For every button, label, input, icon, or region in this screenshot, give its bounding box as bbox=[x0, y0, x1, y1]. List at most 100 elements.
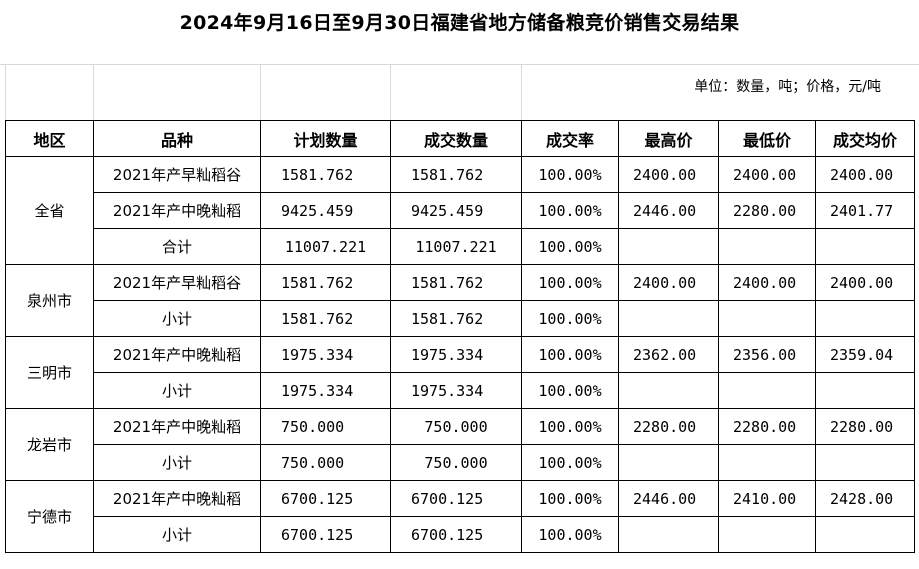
deal-rate-cell: 100.00% bbox=[521, 336, 619, 373]
header-plan-qty: 计划数量 bbox=[260, 120, 391, 157]
plan-qty-cell: 750.000 bbox=[260, 444, 391, 481]
header-region: 地区 bbox=[5, 120, 94, 157]
sheet-gridline bbox=[260, 64, 261, 120]
plan-qty-cell: 1581.762 bbox=[260, 156, 391, 193]
plan-qty-cell: 1975.334 bbox=[260, 336, 391, 373]
table-row: 龙岩市 2021年产中晚籼稻 750.000 750.000 100.00% 2… bbox=[5, 408, 915, 481]
variety-cell: 2021年产中晚籼稻 bbox=[93, 408, 261, 445]
max-price-cell: 2446.00 bbox=[618, 192, 719, 229]
min-price-cell: 2280.00 bbox=[718, 408, 816, 445]
min-price-cell: 2400.00 bbox=[718, 156, 816, 193]
variety-cell: 2021年产中晚籼稻 bbox=[93, 480, 261, 517]
plan-qty-cell: 750.000 bbox=[260, 408, 391, 445]
table-row: 小计 1581.762 1581.762 100.00% bbox=[6, 300, 915, 337]
deal-qty-cell: 6700.125 bbox=[390, 480, 522, 517]
max-price-cell: 2400.00 bbox=[618, 156, 719, 193]
avg-price-cell: 2401.77 bbox=[815, 192, 915, 229]
variety-cell: 合计 bbox=[93, 228, 261, 265]
header-min-price: 最低价 bbox=[718, 120, 816, 157]
variety-cell: 2021年产中晚籼稻 bbox=[93, 192, 261, 229]
deal-qty-cell: 1975.334 bbox=[390, 372, 522, 409]
min-price-cell bbox=[718, 372, 816, 409]
plan-qty-cell: 9425.459 bbox=[260, 192, 391, 229]
table-row: 小计 1975.334 1975.334 100.00% bbox=[6, 372, 915, 409]
page-title: 2024年9月16日至9月30日福建省地方储备粮竞价销售交易结果 bbox=[179, 11, 740, 34]
max-price-cell: 2400.00 bbox=[618, 264, 719, 301]
deal-qty-cell: 9425.459 bbox=[390, 192, 522, 229]
max-price-cell bbox=[618, 228, 719, 265]
sheet-gridline bbox=[93, 64, 94, 120]
min-price-cell: 2280.00 bbox=[718, 192, 816, 229]
header-deal-qty: 成交数量 bbox=[390, 120, 522, 157]
variety-cell: 小计 bbox=[93, 444, 261, 481]
deal-rate-cell: 100.00% bbox=[521, 156, 619, 193]
deal-rate-cell: 100.00% bbox=[521, 228, 619, 265]
avg-price-cell bbox=[815, 516, 915, 553]
header-avg-price: 成交均价 bbox=[815, 120, 915, 157]
plan-qty-cell: 6700.125 bbox=[260, 480, 391, 517]
header-variety: 品种 bbox=[93, 120, 261, 157]
avg-price-cell bbox=[815, 444, 915, 481]
max-price-cell bbox=[618, 300, 719, 337]
deal-rate-cell: 100.00% bbox=[521, 192, 619, 229]
avg-price-cell: 2400.00 bbox=[815, 264, 915, 301]
unit-note: 单位：数量，吨；价格，元/吨 bbox=[694, 79, 881, 95]
sheet-gridline bbox=[390, 64, 391, 120]
region-cell: 泉州市 bbox=[5, 264, 94, 337]
max-price-cell: 2280.00 bbox=[618, 408, 719, 445]
table-row: 合计 11007.221 11007.221 100.00% bbox=[6, 228, 915, 265]
avg-price-cell: 2400.00 bbox=[815, 156, 915, 193]
variety-cell: 小计 bbox=[93, 372, 261, 409]
max-price-cell: 2446.00 bbox=[618, 480, 719, 517]
header-row: 地区 品种 计划数量 成交数量 成交率 最高价 最低价 成交均价 bbox=[5, 120, 915, 157]
avg-price-cell bbox=[815, 228, 915, 265]
min-price-cell bbox=[718, 300, 816, 337]
deal-rate-cell: 100.00% bbox=[521, 264, 619, 301]
table-row: 小计 6700.125 6700.125 100.00% bbox=[6, 516, 915, 553]
deal-qty-cell: 11007.221 bbox=[390, 228, 522, 265]
header-deal-rate: 成交率 bbox=[521, 120, 619, 157]
deal-rate-cell: 100.00% bbox=[521, 372, 619, 409]
plan-qty-cell: 1975.334 bbox=[260, 372, 391, 409]
min-price-cell: 2400.00 bbox=[718, 264, 816, 301]
table-row: 泉州市 2021年产早籼稻谷 1581.762 1581.762 100.00%… bbox=[5, 264, 915, 337]
max-price-cell bbox=[618, 444, 719, 481]
plan-qty-cell: 1581.762 bbox=[260, 264, 391, 301]
region-cell: 宁德市 bbox=[5, 480, 94, 553]
deal-rate-cell: 100.00% bbox=[521, 444, 619, 481]
avg-price-cell: 2428.00 bbox=[815, 480, 915, 517]
min-price-cell: 2356.00 bbox=[718, 336, 816, 373]
variety-cell: 小计 bbox=[93, 300, 261, 337]
min-price-cell: 2410.00 bbox=[718, 480, 816, 517]
deal-qty-cell: 1581.762 bbox=[390, 156, 522, 193]
table-row: 宁德市 2021年产中晚籼稻 6700.125 6700.125 100.00%… bbox=[5, 480, 915, 553]
variety-cell: 2021年产中晚籼稻 bbox=[93, 336, 261, 373]
table-row: 三明市 2021年产中晚籼稻 1975.334 1975.334 100.00%… bbox=[5, 336, 915, 409]
deal-qty-cell: 1581.762 bbox=[390, 264, 522, 301]
sheet-gridline bbox=[0, 64, 919, 65]
deal-qty-cell: 6700.125 bbox=[390, 516, 522, 553]
table-row: 全省 2021年产早籼稻谷 1581.762 1581.762 100.00% … bbox=[5, 156, 915, 265]
region-cell: 全省 bbox=[5, 156, 94, 265]
region-cell: 龙岩市 bbox=[5, 408, 94, 481]
max-price-cell bbox=[618, 372, 719, 409]
avg-price-cell bbox=[815, 300, 915, 337]
region-cell: 三明市 bbox=[5, 336, 94, 409]
trade-results-table: 地区 品种 计划数量 成交数量 成交率 最高价 最低价 成交均价 全省 2021… bbox=[5, 120, 915, 553]
deal-rate-cell: 100.00% bbox=[521, 516, 619, 553]
table-row: 2021年产中晚籼稻 9425.459 9425.459 100.00% 244… bbox=[6, 192, 915, 229]
min-price-cell bbox=[718, 228, 816, 265]
plan-qty-cell: 6700.125 bbox=[260, 516, 391, 553]
deal-qty-cell: 1975.334 bbox=[390, 336, 522, 373]
deal-qty-cell: 1581.762 bbox=[390, 300, 522, 337]
sheet-gridline bbox=[521, 64, 522, 120]
deal-qty-cell: 750.000 bbox=[390, 408, 522, 445]
max-price-cell: 2362.00 bbox=[618, 336, 719, 373]
table-row: 小计 750.000 750.000 100.00% bbox=[6, 444, 915, 481]
header-max-price: 最高价 bbox=[618, 120, 719, 157]
avg-price-cell bbox=[815, 372, 915, 409]
variety-cell: 2021年产早籼稻谷 bbox=[93, 156, 261, 193]
plan-qty-cell: 11007.221 bbox=[260, 228, 391, 265]
deal-qty-cell: 750.000 bbox=[390, 444, 522, 481]
min-price-cell bbox=[718, 444, 816, 481]
